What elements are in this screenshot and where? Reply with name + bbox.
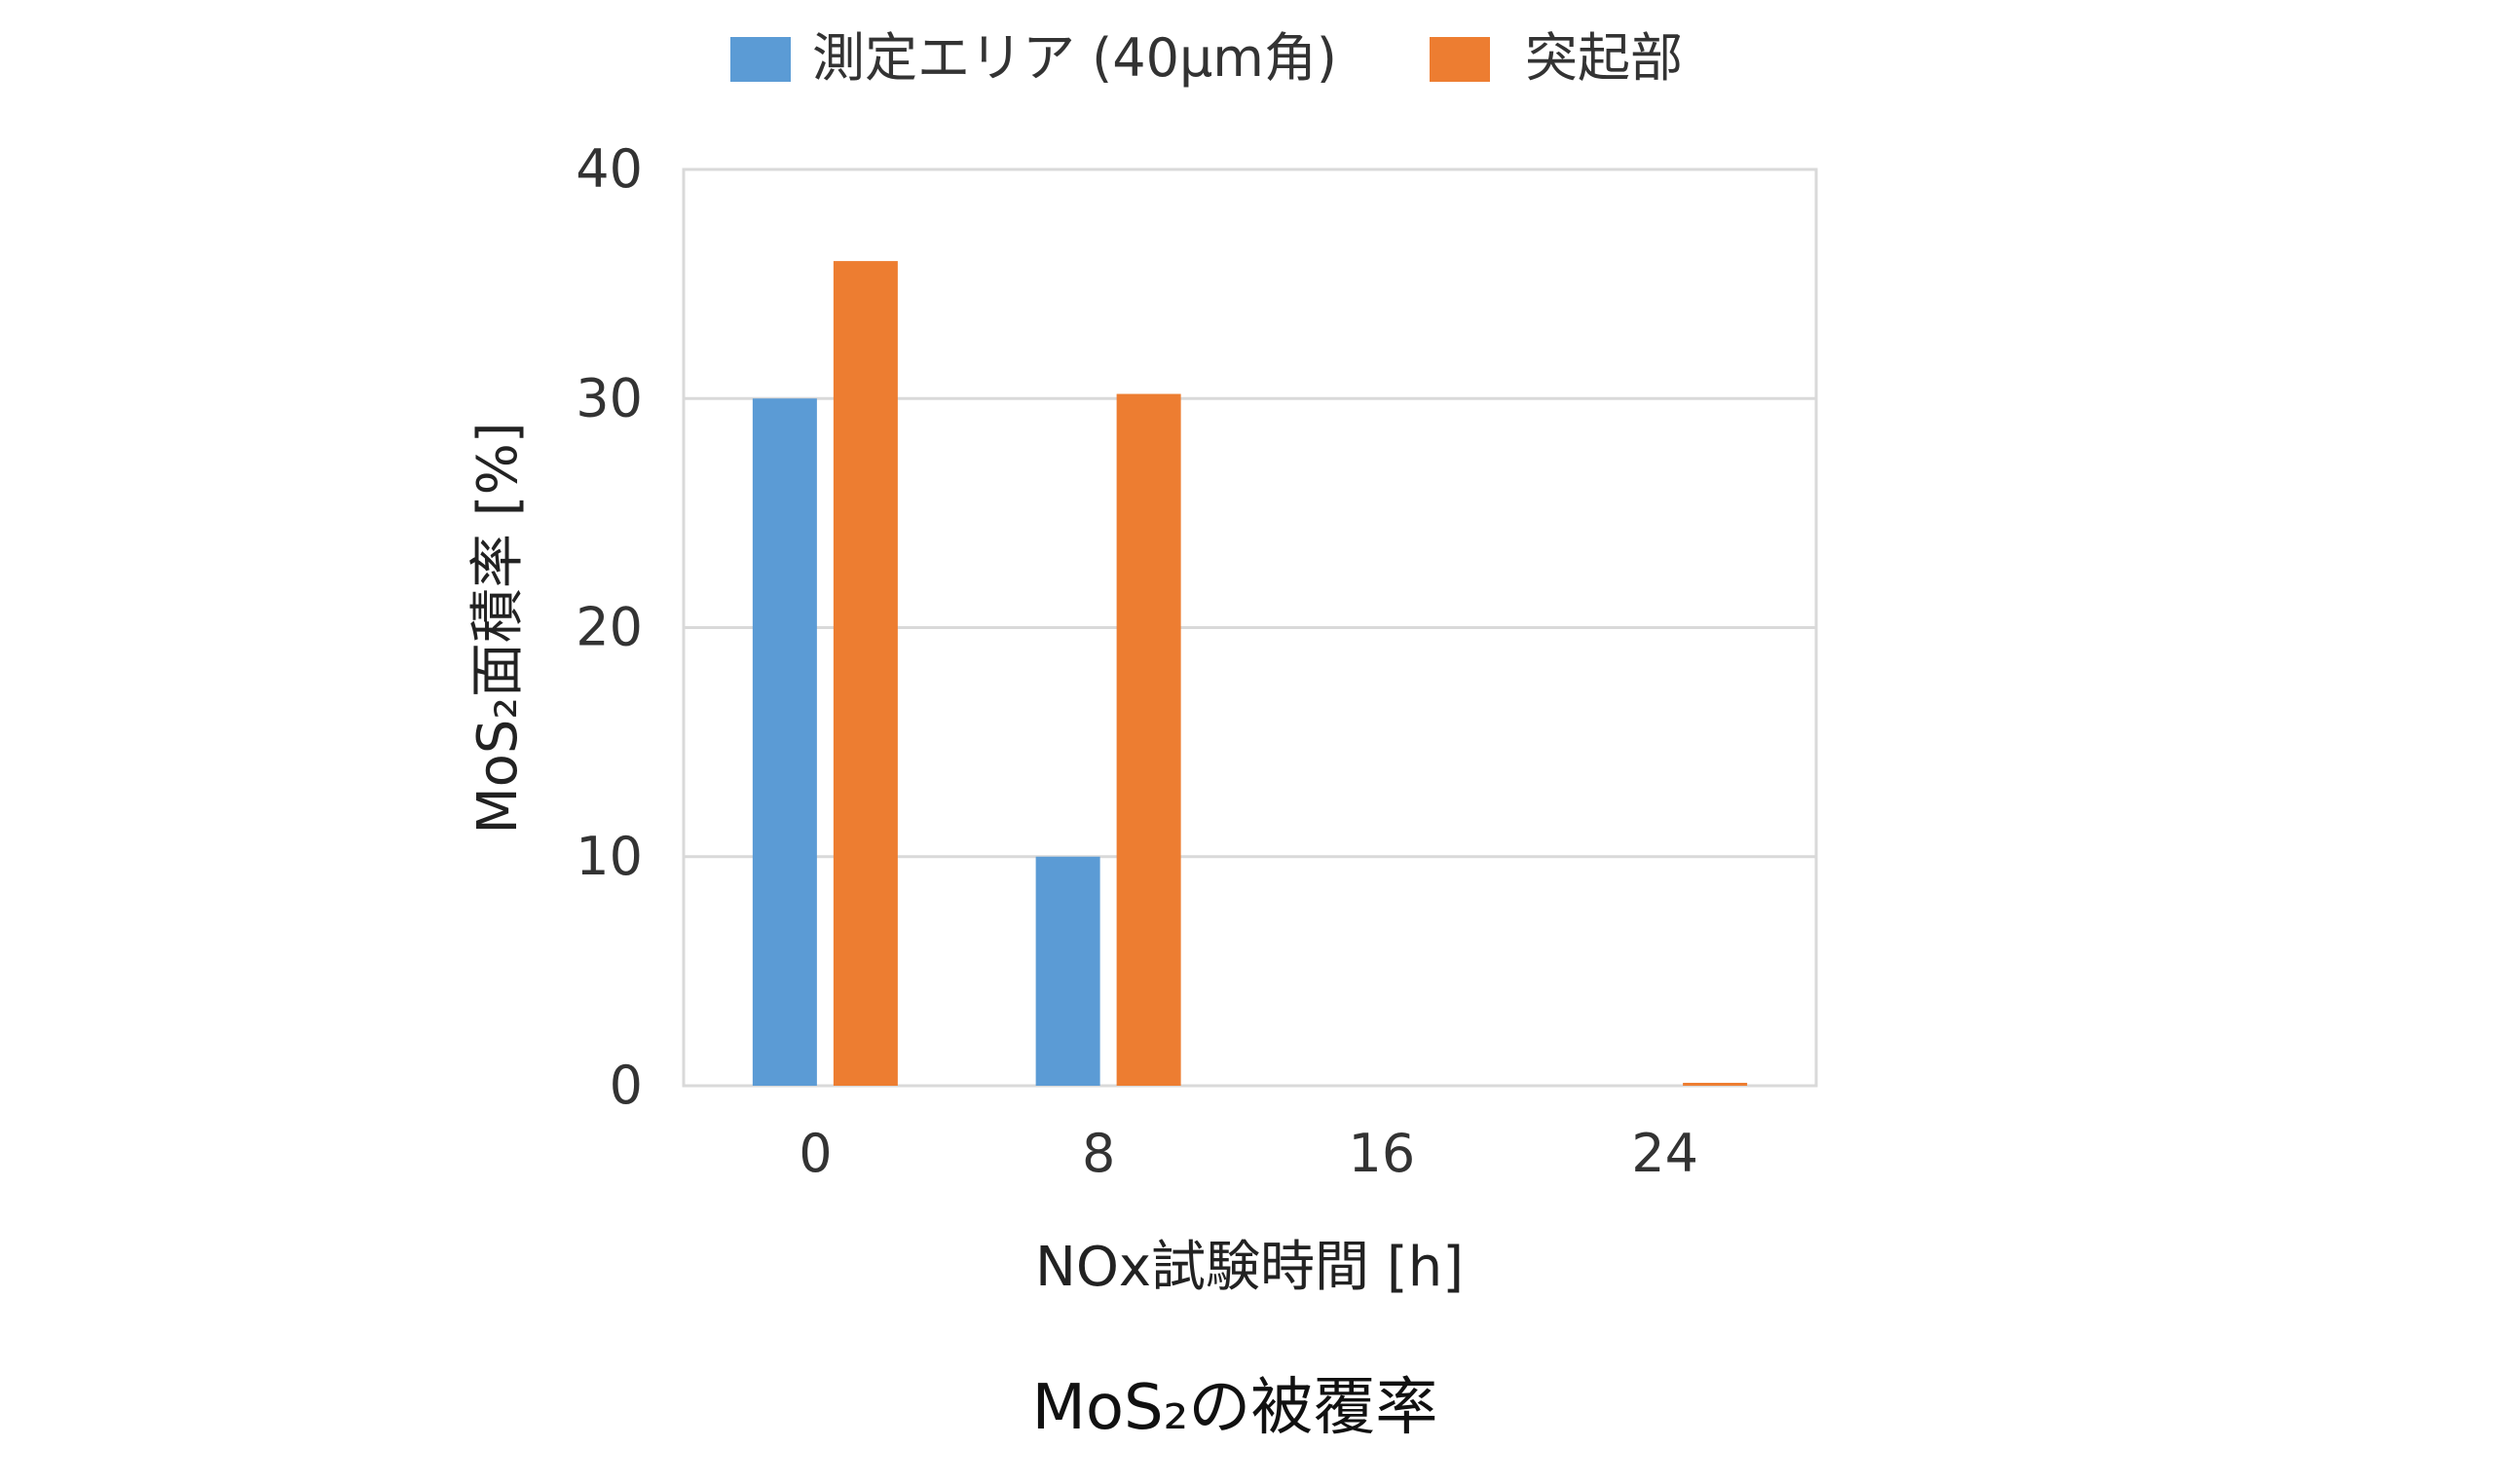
bars [752, 261, 1748, 1087]
bar-series-2-category-0 [833, 261, 898, 1087]
y-tick-label: 10 [576, 826, 643, 887]
x-axis-ticks: 0 8 16 24 [799, 1123, 1698, 1184]
x-axis-title: NOx試験時間 [h] [1035, 1236, 1464, 1299]
legend-label-1: 測定エリア (40μm角) [812, 27, 1337, 89]
bar-series-2-category-24 [1683, 1083, 1748, 1086]
chart-title: MoS₂の被覆率 [1032, 1372, 1438, 1444]
x-tick-label: 0 [799, 1123, 832, 1184]
x-tick-label: 24 [1631, 1123, 1698, 1184]
chart-legend: 測定エリア (40μm角) 突起部 [730, 27, 1683, 89]
x-tick-label: 16 [1349, 1123, 1416, 1184]
x-tick-label: 8 [1082, 1123, 1115, 1184]
bar-series-1-category-0 [752, 398, 817, 1086]
y-tick-label: 20 [576, 597, 643, 658]
bar-series-1-category-8 [1035, 856, 1100, 1086]
y-tick-label: 40 [576, 138, 643, 200]
y-axis-title: MoS₂面積率 [%] [466, 422, 530, 834]
legend-swatch-1 [730, 37, 791, 82]
y-tick-label: 0 [610, 1055, 643, 1116]
legend-label-2: 突起部 [1525, 27, 1683, 89]
y-tick-label: 30 [576, 367, 643, 428]
legend-swatch-2 [1430, 37, 1490, 82]
bar-series-2-category-8 [1116, 393, 1181, 1086]
plot-area [682, 167, 1818, 1088]
y-axis-ticks: 0 10 20 30 40 [576, 138, 643, 1116]
